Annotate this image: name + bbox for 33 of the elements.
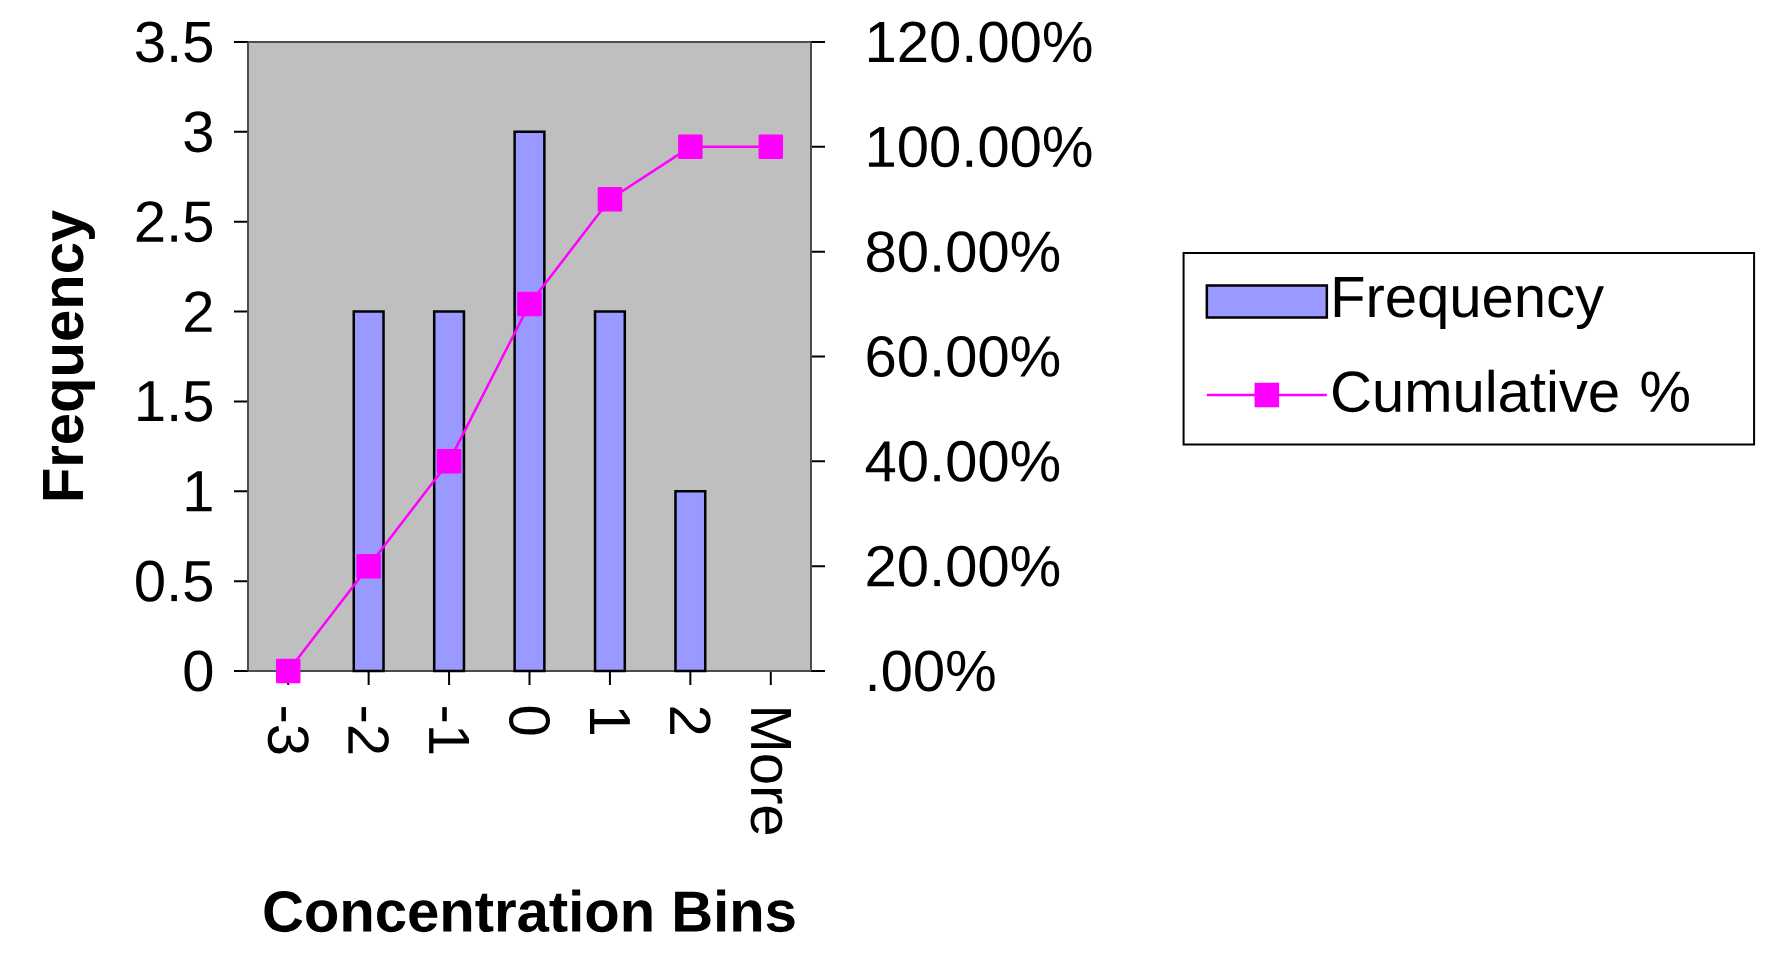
y-tick-label: 0.5 — [136, 560, 213, 602]
point — [436, 449, 462, 474]
y-tick-label: 2.5 — [136, 201, 213, 243]
legend-label: Cumulative % — [1333, 369, 1689, 413]
x-tick-label: 2 — [670, 707, 711, 734]
legend-label: Frequency — [1334, 277, 1604, 330]
point — [597, 187, 623, 212]
y2-tick-label: 20.00% — [867, 545, 1060, 587]
y2-tick-label: 80.00% — [867, 231, 1060, 273]
point — [356, 553, 381, 579]
y-tick-label: 1.5 — [138, 381, 213, 422]
x-tick-label: More — [750, 709, 792, 835]
y-tick-label: 3.5 — [136, 21, 213, 63]
y2-tick-label: .00% — [869, 650, 995, 692]
x-tick-label: -2 — [348, 707, 389, 754]
y-tick-label: 0 — [184, 650, 213, 692]
y2-tick-label: 60.00% — [867, 335, 1060, 378]
point — [275, 658, 301, 684]
point — [758, 134, 784, 160]
y-tick-label: 3 — [184, 111, 212, 153]
y2-tick-label: 40.00% — [865, 440, 1060, 482]
point — [517, 291, 542, 317]
y2-tick-label: 100.00% — [868, 126, 1092, 168]
x-axis-title: Concentration Bins — [264, 889, 795, 933]
y2-tick-label: 120.00% — [868, 21, 1092, 63]
point — [678, 134, 703, 160]
y-axis-title: Frequency — [43, 210, 95, 500]
y-tick-label: 1 — [186, 471, 212, 512]
x-tick-label: -1 — [429, 707, 470, 754]
x-tick-label: -3 — [267, 707, 309, 754]
y-tick-label: 2 — [185, 291, 212, 332]
x-tick-label: 1 — [589, 708, 630, 734]
x-tick-label: 0 — [508, 706, 551, 735]
